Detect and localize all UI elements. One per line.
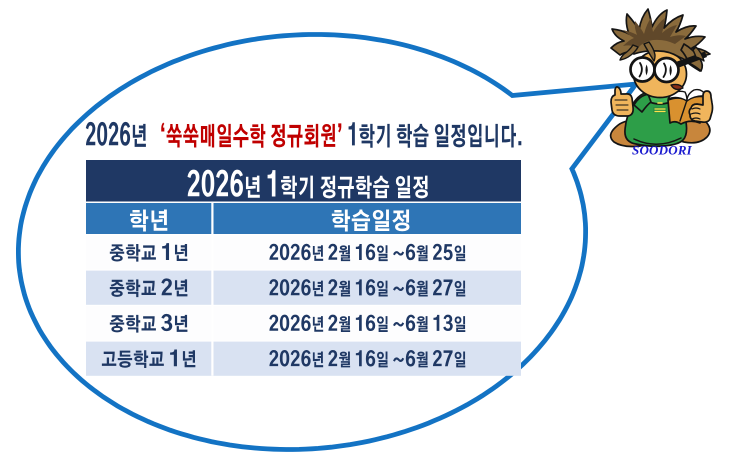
svg-text:SOODORI: SOODORI [632, 143, 693, 158]
